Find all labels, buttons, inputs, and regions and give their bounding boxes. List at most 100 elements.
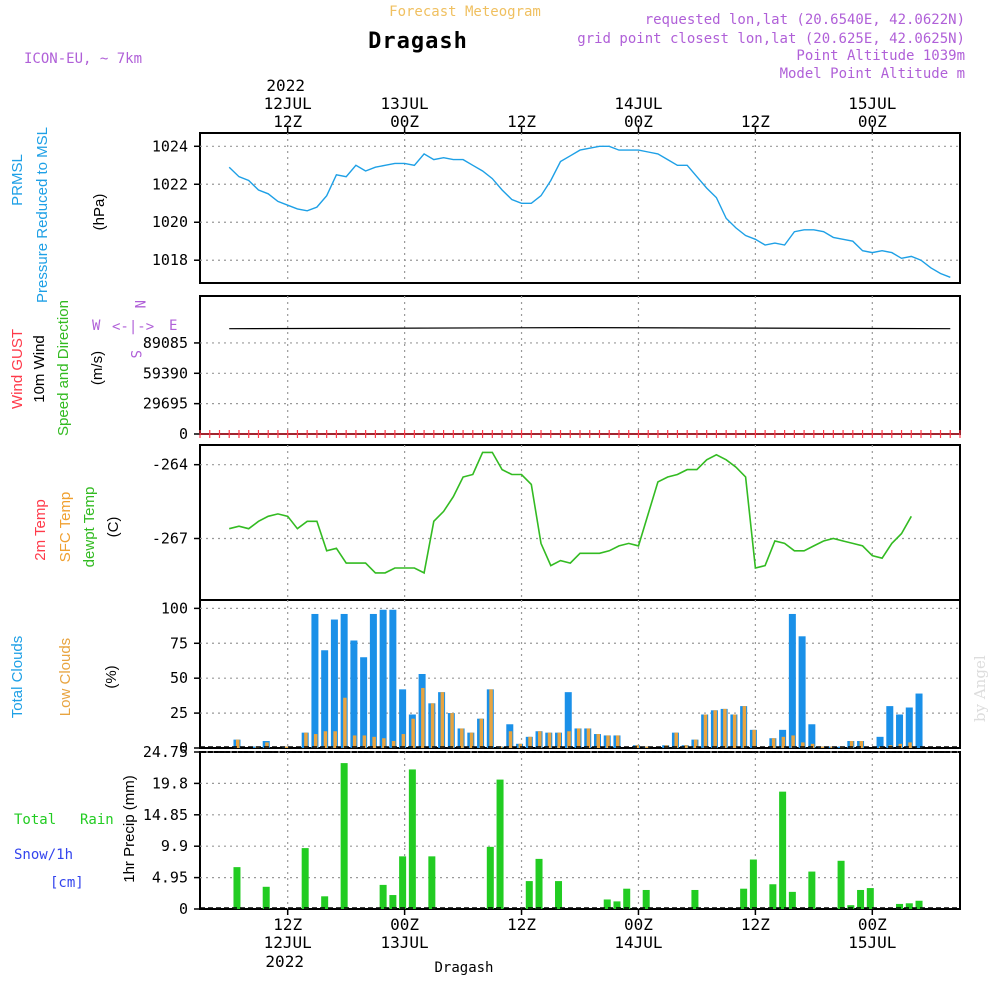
label-10m-wind: 10m Wind xyxy=(31,335,48,403)
cloud-low-bar xyxy=(323,731,328,748)
cloud-low-bar xyxy=(703,714,708,748)
cloud-low-bar xyxy=(469,732,474,748)
bottom-tick-hour: 12Z xyxy=(507,915,536,934)
bottom-tick-hour: 12Z xyxy=(741,915,770,934)
precip-ytick-label: 9.9 xyxy=(161,837,188,855)
cloud-low-bar xyxy=(508,731,513,748)
precip-bar xyxy=(301,848,309,909)
cloud-low-bar xyxy=(791,735,795,748)
precip-bar xyxy=(857,889,865,909)
precip-bar xyxy=(525,881,533,909)
precip-bar xyxy=(555,881,563,909)
cloud-low-bar xyxy=(577,728,581,748)
cloud-low-bar xyxy=(810,743,815,748)
compass-e: E xyxy=(169,318,177,334)
cloud-low-bar xyxy=(450,713,454,748)
precip-bar xyxy=(233,867,241,909)
panel-clouds: 0 25 50 75 100 xyxy=(161,599,961,757)
cloud-low-bar xyxy=(723,708,727,748)
cloud-total-bar xyxy=(379,609,387,748)
panel-precip: 0 4.95 9.9 14.85 19.8 24.75 xyxy=(143,743,961,918)
cloud-low-bar xyxy=(352,735,357,748)
top-tick-hour: 12Z xyxy=(741,112,770,131)
top-tick-date: 14JUL xyxy=(614,94,662,113)
cloud-low-bar xyxy=(372,736,376,748)
cloud-low-bar xyxy=(713,710,717,748)
cloud-low-bar xyxy=(430,703,435,748)
cloud-low-bar xyxy=(284,746,289,748)
top-tick-hour: 00Z xyxy=(390,112,419,131)
label-low-clouds: Low Clouds xyxy=(57,638,74,716)
cloud-total-bar xyxy=(389,609,397,748)
precip-bar xyxy=(788,891,796,909)
label-percent: (%) xyxy=(103,665,120,688)
cloud-low-bar xyxy=(265,742,269,748)
precip-bar xyxy=(847,905,855,909)
precip-bar xyxy=(905,903,913,909)
precip-ytick-label: 0 xyxy=(179,900,188,918)
precip-bar xyxy=(389,895,397,909)
cloud-total-bar xyxy=(360,657,368,748)
cloud-low-bar xyxy=(304,732,308,748)
cloud-low-bar xyxy=(742,706,747,748)
clouds-ytick-label: 75 xyxy=(170,634,188,652)
cloud-low-bar xyxy=(898,743,903,748)
cloud-low-bar xyxy=(489,689,493,748)
cloud-total-bar xyxy=(321,650,329,748)
label-sfc-temp: SFC Temp xyxy=(57,492,74,563)
cloud-low-bar xyxy=(382,738,386,748)
precip-bar xyxy=(262,886,270,909)
pressure-ytick-label: 1022 xyxy=(152,175,188,193)
label-1hr-precip: 1hr Precip (mm) xyxy=(121,775,138,883)
model-label: ICON-EU, ~ 7km xyxy=(24,51,142,67)
cloud-total-bar xyxy=(788,613,796,748)
label-pressure-reduced: Pressure Reduced to MSL xyxy=(34,127,51,303)
cloud-low-bar xyxy=(674,732,678,748)
compass-arrow: <-|-> xyxy=(112,319,154,335)
cloud-low-bar xyxy=(801,742,805,748)
location-title: Dragash xyxy=(368,29,468,54)
label-speed-direction: Speed and Direction xyxy=(55,300,72,436)
label-total: Total xyxy=(14,812,56,828)
info-line-requested: requested lon,lat (20.6540E, 42.0622N) xyxy=(645,12,965,28)
cloud-low-bar xyxy=(518,743,523,748)
compass-n: N xyxy=(131,300,147,308)
cloud-low-bar xyxy=(781,736,786,748)
cloud-low-bar xyxy=(421,687,425,748)
precip-bar xyxy=(642,889,650,909)
precip-bar xyxy=(428,856,436,909)
bottom-tick-hour: 00Z xyxy=(624,915,653,934)
cloud-low-bar xyxy=(528,736,532,748)
top-tick-hour: 12Z xyxy=(273,112,302,131)
precip-bar xyxy=(623,888,631,909)
wind-frame xyxy=(199,295,961,435)
cloud-low-bar xyxy=(635,745,639,748)
label-dewpt-temp: dewpt Temp xyxy=(81,487,98,568)
cloud-low-bar xyxy=(615,735,620,748)
label-ms: (m/s) xyxy=(89,351,106,385)
precip-ytick-label: 4.95 xyxy=(152,869,188,887)
precip-bar xyxy=(740,888,748,909)
cloud-total-bar xyxy=(369,613,377,748)
cloud-low-bar xyxy=(693,739,698,748)
cloud-total-bar xyxy=(564,692,572,748)
cloud-low-bar xyxy=(859,741,864,748)
bottom-tick-hour: 00Z xyxy=(858,915,887,934)
cloud-low-bar xyxy=(343,697,347,748)
panel-pressure: 1018 1020 1022 1024 xyxy=(152,132,961,284)
wind-speed-line xyxy=(229,327,951,330)
label-snow: Snow/1h xyxy=(14,847,73,863)
cloud-low-bar xyxy=(333,731,337,748)
cloud-total-bar xyxy=(905,707,913,748)
cloud-low-bar xyxy=(460,728,464,748)
panel-wind: 0 29695 59390 89085 xyxy=(143,295,961,443)
bottom-tick-hour: 00Z xyxy=(390,915,419,934)
cloud-low-bar xyxy=(313,734,318,748)
info-line-model-altitude: Model Point Altitude m xyxy=(780,66,965,82)
cloud-low-bar xyxy=(547,732,552,748)
watermark: by Angel xyxy=(971,655,989,722)
cloud-total-bar xyxy=(311,613,319,748)
bottom-tick-hour: 12Z xyxy=(273,915,302,934)
cloud-total-bar xyxy=(886,706,894,748)
